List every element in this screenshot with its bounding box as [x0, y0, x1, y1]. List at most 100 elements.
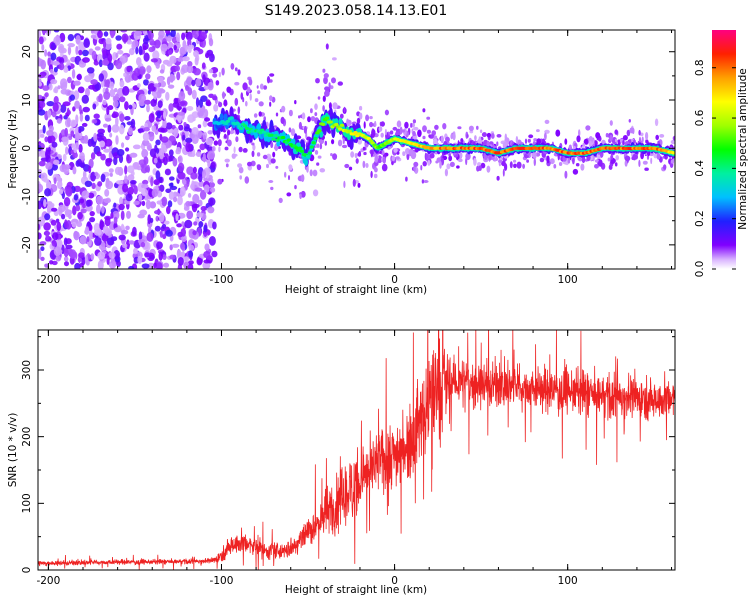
haze-speck: [428, 134, 431, 138]
noise-speck: [107, 124, 112, 133]
noise-speck: [172, 157, 178, 167]
noise-speck: [149, 217, 154, 223]
noise-speck: [115, 60, 123, 70]
noise-speck: [165, 122, 173, 130]
haze-speck: [306, 166, 309, 173]
noise-speck: [191, 89, 197, 100]
haze-speck: [564, 170, 568, 179]
noise-speck: [183, 122, 187, 127]
haze-speck: [300, 174, 305, 183]
haze-speck: [309, 169, 313, 177]
haze-speck: [251, 142, 255, 146]
haze-speck: [370, 149, 374, 158]
noise-speck: [94, 229, 102, 236]
noise-speck: [166, 62, 173, 67]
noise-speck: [91, 50, 97, 60]
haze-speck: [242, 82, 248, 91]
noise-speck: [150, 176, 154, 187]
y-tick-label: 20: [21, 45, 33, 58]
spectrogram-noise-layer: [38, 30, 675, 269]
haze-speck: [422, 108, 426, 113]
y-tick-label: 200: [21, 427, 33, 447]
noise-speck: [207, 130, 214, 135]
noise-speck: [103, 148, 110, 153]
noise-speck: [64, 127, 68, 137]
haze-speck: [269, 95, 273, 102]
haze-speck: [314, 150, 319, 155]
noise-speck: [97, 132, 104, 138]
noise-speck: [84, 75, 92, 83]
haze-speck: [253, 113, 258, 118]
noise-speck: [105, 117, 112, 122]
ridge-core: [320, 122, 326, 126]
haze-speck: [280, 116, 285, 124]
noise-speck: [63, 237, 68, 246]
haze-speck: [496, 134, 502, 138]
haze-speck: [655, 134, 659, 141]
noise-speck: [165, 91, 170, 101]
spectrogram-y-label: Frequency (Hz): [7, 109, 19, 188]
noise-speck: [44, 188, 52, 197]
noise-speck: [75, 204, 81, 212]
haze-speck: [421, 179, 425, 184]
noise-speck: [178, 91, 186, 101]
noise-speck: [145, 73, 151, 80]
haze-speck: [246, 86, 251, 93]
noise-speck: [47, 109, 52, 118]
noise-speck: [176, 32, 180, 43]
y-tick-label: 10: [21, 93, 33, 106]
haze-speck: [373, 173, 378, 179]
noise-speck: [192, 30, 199, 39]
noise-speck: [144, 252, 151, 258]
x-tick-label: -200: [36, 274, 60, 286]
haze-speck: [245, 100, 248, 107]
noise-speck: [208, 236, 216, 246]
noise-speck: [75, 45, 79, 56]
noise-speck: [108, 251, 116, 259]
ridge-core: [235, 121, 240, 125]
noise-speck: [194, 187, 203, 192]
haze-speck: [268, 157, 273, 165]
noise-speck: [211, 250, 218, 258]
noise-speck: [84, 180, 93, 187]
noise-speck: [89, 224, 93, 231]
noise-speck: [155, 147, 160, 154]
haze-speck: [258, 111, 262, 117]
noise-speck: [122, 183, 129, 193]
ridge-core: [258, 131, 263, 135]
noise-speck: [137, 255, 143, 265]
snr-series-line: [38, 330, 675, 570]
noise-speck: [119, 96, 126, 103]
noise-speck: [119, 79, 125, 88]
haze-speck: [312, 189, 319, 197]
noise-speck: [190, 172, 198, 180]
noise-speck: [113, 250, 120, 259]
ridge-core: [347, 129, 352, 133]
noise-speck: [187, 44, 192, 54]
noise-speck: [53, 67, 58, 73]
haze-speck: [389, 130, 394, 135]
noise-speck: [146, 65, 152, 74]
noise-speck: [159, 69, 165, 74]
noise-speck: [58, 189, 64, 195]
noise-speck: [38, 216, 45, 227]
noise-speck: [69, 249, 77, 259]
haze-speck: [380, 121, 386, 127]
noise-speck: [148, 38, 155, 44]
noise-speck: [188, 244, 195, 252]
noise-speck: [142, 132, 150, 142]
haze-speck: [526, 159, 529, 163]
noise-speck: [147, 83, 156, 92]
noise-speck: [118, 154, 124, 164]
noise-speck: [132, 226, 137, 237]
noise-speck: [164, 220, 170, 225]
noise-speck: [203, 224, 208, 233]
noise-speck: [191, 180, 195, 190]
snr-frame: [37, 329, 676, 571]
noise-speck: [141, 148, 149, 158]
haze-speck: [284, 171, 287, 178]
haze-speck: [429, 153, 435, 159]
noise-speck: [207, 81, 214, 91]
noise-speck: [58, 204, 66, 213]
haze-speck: [227, 129, 231, 136]
